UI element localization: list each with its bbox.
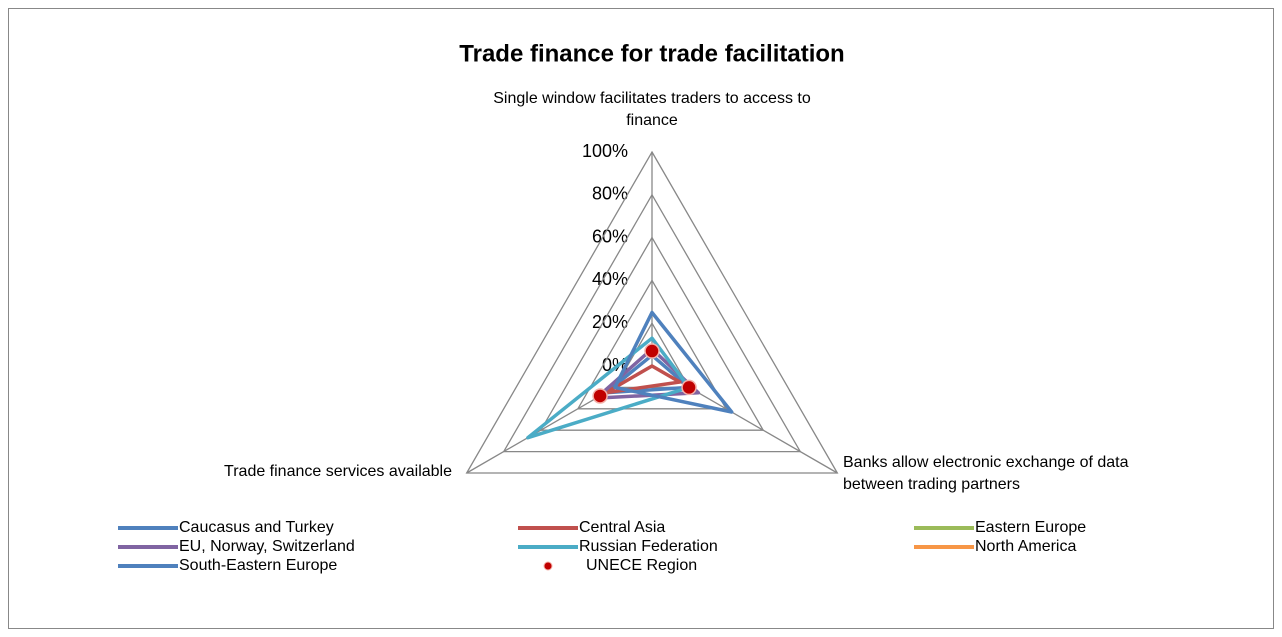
- legend-label: Russian Federation: [579, 538, 718, 555]
- grid-line: [539, 236, 765, 431]
- grid-line: [502, 193, 802, 453]
- marker: [681, 379, 697, 396]
- axis-label: Single window facilitates traders to acc…: [493, 90, 811, 129]
- r-tick-label: 40%: [592, 269, 628, 289]
- marker: [644, 343, 660, 359]
- chart-border: [8, 8, 1274, 629]
- series-line: [526, 336, 691, 440]
- series-line: [603, 353, 691, 395]
- legend-label: UNECE Region: [586, 557, 697, 574]
- r-tick-label: 60%: [592, 226, 628, 246]
- marker: [592, 388, 608, 404]
- legend-marker: [543, 561, 553, 571]
- axis-label: Banks allow electronic exchange of data …: [843, 454, 1129, 493]
- grid-line: [576, 279, 728, 410]
- legend-label: South-Eastern Europe: [179, 557, 337, 574]
- legend-label: Central Asia: [579, 519, 665, 536]
- series-line: [613, 310, 734, 414]
- grid-line: [465, 150, 839, 474]
- series-line: [603, 364, 682, 395]
- r-tick-label: 0%: [602, 355, 628, 375]
- r-tick-label: 20%: [592, 312, 628, 332]
- legend-label: Eastern Europe: [975, 519, 1086, 536]
- legend-label: Caucasus and Turkey: [179, 519, 334, 536]
- r-tick-label: 100%: [582, 141, 628, 161]
- axis-label: Trade finance services available: [224, 463, 452, 480]
- chart-title: Trade finance for trade facilitation: [459, 40, 844, 67]
- r-tick-label: 80%: [592, 184, 628, 204]
- legend-label: North America: [975, 538, 1076, 555]
- legend-label: EU, Norway, Switzerland: [179, 538, 355, 555]
